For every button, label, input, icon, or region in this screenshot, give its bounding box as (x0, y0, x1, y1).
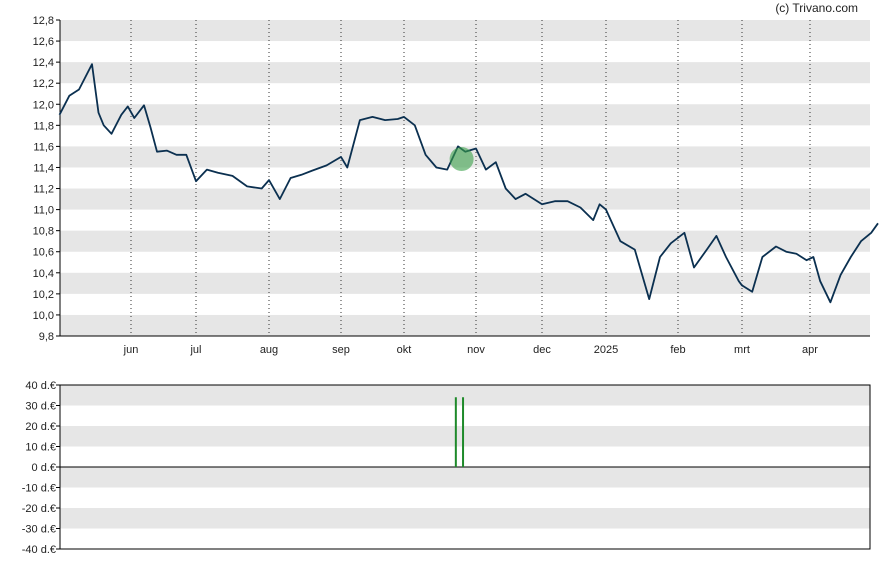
price-grid-band (60, 20, 870, 42)
price-x-tick-label: okt (397, 344, 412, 356)
price-grid-band (60, 272, 870, 294)
volume-grid-band (60, 426, 870, 447)
price-grid-band (60, 62, 870, 84)
price-grid-band (60, 230, 870, 252)
volume-y-tick-label: 30 d.€ (25, 401, 56, 413)
price-y-tick-label: 10,0 (33, 310, 54, 322)
price-x-tick-label: nov (467, 344, 485, 356)
price-x-tick-label: 2025 (594, 344, 618, 356)
volume-grid-band (60, 467, 870, 488)
price-y-tick-label: 11,2 (33, 184, 54, 196)
price-y-tick-label: 9,8 (39, 331, 54, 343)
price-y-tick-label: 10,2 (33, 289, 54, 301)
price-x-tick-label: mrt (734, 344, 750, 356)
price-y-tick-label: 11,0 (33, 205, 54, 217)
price-x-tick-label: feb (670, 344, 685, 356)
price-y-tick-label: 12,0 (33, 99, 54, 111)
price-y-tick-label: 10,8 (33, 226, 54, 238)
price-x-tick-label: jun (123, 344, 139, 356)
volume-y-tick-label: -10 d.€ (22, 483, 56, 495)
volume-y-tick-label: 20 d.€ (25, 421, 56, 433)
volume-y-tick-label: -20 d.€ (22, 503, 56, 515)
volume-y-tick-label: 40 d.€ (25, 380, 56, 392)
price-x-tick-label: sep (332, 344, 350, 356)
volume-y-tick-label: 10 d.€ (25, 442, 56, 454)
price-y-tick-label: 10,4 (33, 268, 54, 280)
price-y-tick-label: 11,8 (33, 120, 54, 132)
price-x-tick-label: apr (802, 344, 818, 356)
price-grid-band (60, 314, 870, 336)
price-x-tick-label: jul (189, 344, 201, 356)
price-y-tick-label: 11,6 (33, 141, 54, 153)
trade-marker (449, 147, 474, 172)
volume-y-tick-label: -30 d.€ (22, 524, 56, 536)
volume-y-tick-label: 0 d.€ (32, 462, 56, 474)
price-y-tick-label: 12,8 (33, 15, 54, 27)
price-x-tick-label: aug (260, 344, 278, 356)
volume-y-tick-label: -40 d.€ (22, 544, 56, 556)
price-grid-band (60, 188, 870, 210)
price-x-tick-label: dec (533, 344, 551, 356)
price-y-tick-label: 11,4 (33, 162, 54, 174)
price-grid-band (60, 104, 870, 126)
price-y-tick-label: 10,6 (33, 247, 54, 259)
price-series-line (58, 63, 879, 304)
credit-label: (c) Trivano.com (775, 1, 858, 15)
price-y-tick-label: 12,4 (33, 57, 54, 69)
volume-grid-band (60, 385, 870, 406)
price-y-tick-label: 12,2 (33, 78, 54, 90)
volume-grid-band (60, 508, 870, 529)
price-y-tick-label: 12,6 (33, 36, 54, 48)
